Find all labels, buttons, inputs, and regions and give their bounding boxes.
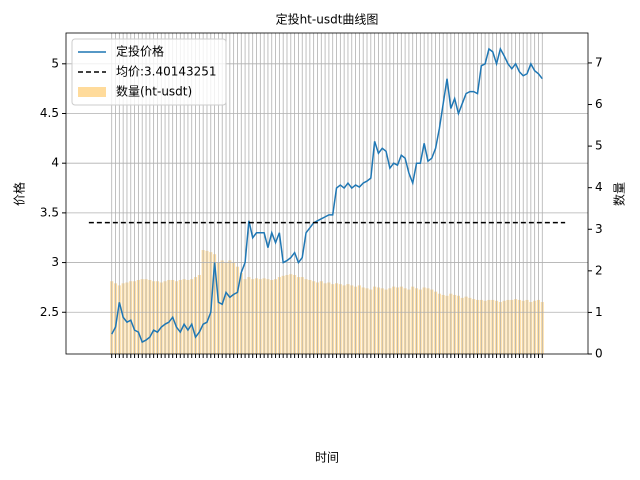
y-tick-label: 2.5	[40, 305, 59, 319]
y-axis-label: 价格	[12, 182, 27, 206]
y-tick-label: 4	[51, 156, 59, 170]
price-line	[111, 46, 543, 344]
y2-tick-label: 3	[595, 222, 603, 236]
y-tick-label: 3	[51, 255, 59, 269]
y-tick-label: 3.5	[40, 205, 59, 219]
x-axis-label: 时间	[315, 451, 339, 465]
y-tick-label: 5	[51, 56, 59, 70]
y2-tick-label: 4	[595, 180, 603, 194]
y2-tick-label: 5	[595, 139, 603, 153]
y2-tick-label: 1	[595, 305, 603, 319]
y2-tick-label: 7	[595, 55, 603, 69]
legend-label: 数量(ht-usdt)	[116, 84, 192, 99]
y2-tick-label: 6	[595, 97, 603, 111]
legend-label: 定投价格	[116, 44, 164, 59]
y2-axis-label: 数量	[612, 182, 627, 206]
legend-box	[71, 38, 227, 106]
y2-tick-label: 0	[595, 347, 603, 361]
legend-label: 均价:3.40143251	[116, 65, 217, 79]
legend-swatch	[78, 87, 106, 97]
y2-tick-label: 2	[595, 263, 603, 277]
y-tick-label: 4.5	[40, 106, 59, 120]
chart-title: 定投ht-usdt曲线图	[276, 12, 379, 27]
plot-frame	[65, 32, 589, 355]
